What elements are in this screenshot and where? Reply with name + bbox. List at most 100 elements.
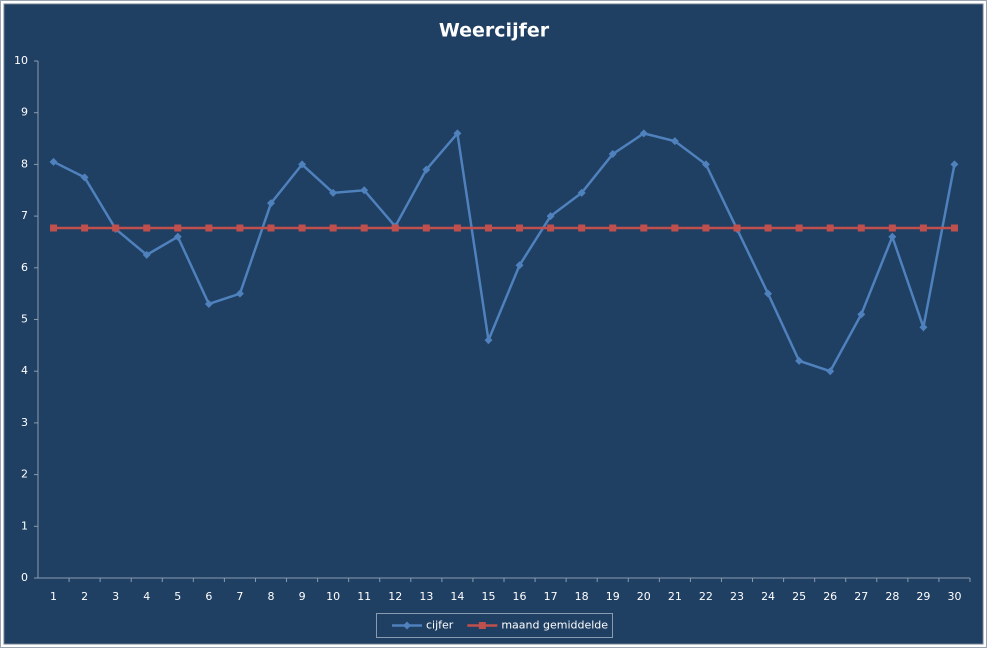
x-tick-label: 21 [668,590,682,603]
data-point [80,173,89,182]
data-point [702,224,710,232]
data-point [764,289,773,298]
data-point [670,137,679,146]
data-point [453,129,462,138]
x-tick-label: 3 [112,590,119,603]
x-tick-label: 7 [236,590,243,603]
data-point [142,250,151,259]
data-point [236,224,244,232]
data-point [360,186,369,195]
data-point [826,367,835,376]
legend-box [376,613,613,638]
x-tick-label: 6 [205,590,212,603]
x-tick-label: 4 [143,590,150,603]
data-point [733,224,741,232]
y-tick-label: 4 [21,364,28,377]
data-point [857,224,865,232]
data-point [888,232,897,241]
x-tick-label: 29 [916,590,930,603]
y-tick-label: 8 [21,157,28,170]
data-point [173,232,182,241]
x-tick-label: 12 [388,590,402,603]
y-tick-label: 7 [21,209,28,222]
x-tick-label: 15 [481,590,495,603]
x-tick-label: 17 [544,590,558,603]
data-point [298,160,307,169]
data-point [701,160,710,169]
x-tick-label: 8 [268,590,275,603]
x-tick-label: 25 [792,590,806,603]
x-tick-label: 10 [326,590,340,603]
data-point [795,224,803,232]
data-point [204,299,213,308]
x-tick-label: 24 [761,590,775,603]
legend-label: cijfer [426,619,454,632]
chart-title: Weercijfer [439,20,550,42]
data-point [329,224,337,232]
data-point [547,224,555,232]
data-point [546,212,555,221]
x-tick-label: 18 [575,590,589,603]
data-point [329,188,338,197]
data-point [919,323,928,332]
data-point [764,224,772,232]
data-point [609,224,617,232]
data-point [639,129,648,138]
data-point [671,224,679,232]
x-tick-label: 2 [81,590,88,603]
data-point [919,224,927,232]
data-point [205,224,213,232]
y-tick-label: 10 [14,54,28,67]
data-point [267,224,275,232]
chart-background [3,3,984,645]
x-tick-label: 19 [606,590,620,603]
y-tick-label: 6 [21,261,28,274]
data-point [950,160,959,169]
data-point [950,224,958,232]
data-point [360,224,368,232]
data-point [174,224,182,232]
x-tick-label: 30 [947,590,961,603]
data-point [49,157,58,166]
data-point [484,336,493,345]
x-tick-label: 16 [513,590,527,603]
data-point [795,356,804,365]
y-tick-label: 9 [21,106,28,119]
x-tick-label: 9 [299,590,306,603]
x-tick-label: 5 [174,590,181,603]
legend-marker [478,622,486,629]
data-point [608,150,617,159]
data-point [453,224,461,232]
y-tick-label: 2 [21,468,28,481]
x-tick-label: 22 [699,590,713,603]
data-point [298,224,306,232]
x-tick-label: 11 [357,590,371,603]
data-point [391,224,399,232]
data-point [484,224,492,232]
x-tick-label: 13 [419,590,433,603]
x-tick-label: 23 [730,590,744,603]
series-line [52,130,956,373]
x-tick-label: 14 [450,590,464,603]
data-point [235,289,244,298]
data-point [516,224,524,232]
data-point [81,224,89,232]
data-point [422,224,430,232]
data-point [112,224,120,232]
data-point [640,224,648,232]
data-point [888,224,896,232]
x-tick-label: 20 [637,590,651,603]
x-tick-label: 28 [885,590,899,603]
x-tick-label: 27 [854,590,868,603]
data-point [267,199,275,208]
legend-marker [403,621,411,630]
data-point [577,188,586,197]
x-tick-label: 26 [823,590,837,603]
data-point [578,224,586,232]
data-point [143,224,151,232]
data-point [857,310,866,319]
data-point [515,261,524,270]
x-tick-label: 1 [50,590,57,603]
